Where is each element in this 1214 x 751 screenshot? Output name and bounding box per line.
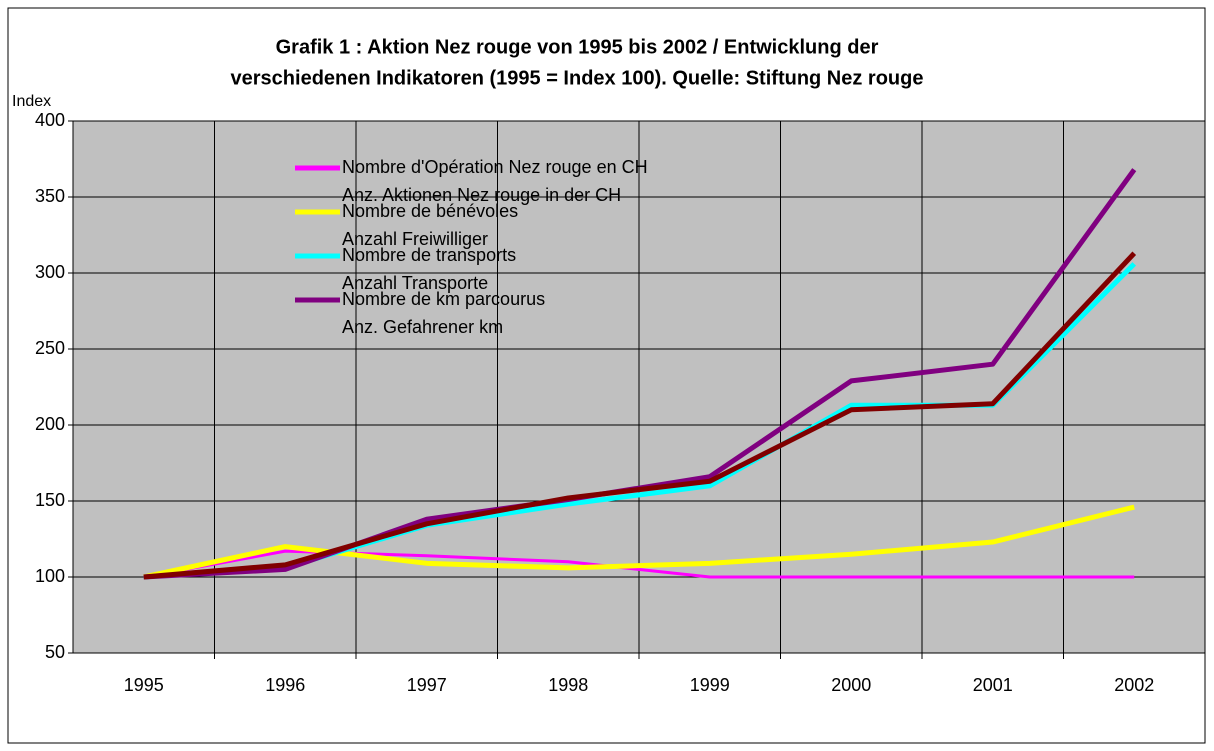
y-tick-label: 50 — [45, 642, 65, 662]
y-tick-label: 250 — [35, 338, 65, 358]
x-tick-label: 1999 — [690, 675, 730, 695]
chart-title: Grafik 1 : Aktion Nez rouge von 1995 bis… — [276, 36, 879, 58]
legend-label: Nombre de transports — [342, 245, 516, 265]
y-tick-label: 150 — [35, 490, 65, 510]
series-line — [143, 549, 1135, 579]
legend-label: Anzahl Transporte — [342, 273, 488, 293]
y-tick-label: 400 — [35, 110, 65, 130]
x-tick-label: 2002 — [1114, 675, 1154, 695]
x-tick-label: 1996 — [265, 675, 305, 695]
x-tick-label: 2001 — [973, 675, 1013, 695]
y-tick-label: 350 — [35, 186, 65, 206]
y-axis-label: Index — [12, 93, 51, 110]
series-line — [143, 504, 1135, 580]
legend-label: Anzahl Freiwilliger — [342, 229, 488, 249]
x-tick-label: 1997 — [407, 675, 447, 695]
x-tick-label: 1995 — [124, 675, 164, 695]
legend-label: Anz. Gefahrener km — [342, 317, 503, 337]
chart-title: verschiedenen Indikatoren (1995 = Index … — [231, 67, 924, 89]
y-tick-label: 300 — [35, 262, 65, 282]
legend-label: Nombre de km parcourus — [342, 289, 545, 309]
legend-label: Nombre d'Opération Nez rouge en CH — [342, 157, 648, 177]
legend-label: Anz. Aktionen Nez rouge in der CH — [342, 185, 621, 205]
legend-label: Nombre de bénévoles — [342, 201, 518, 221]
series-line — [143, 251, 1137, 580]
x-tick-label: 1998 — [548, 675, 588, 695]
y-tick-label: 200 — [35, 414, 65, 434]
x-tick-label: 2000 — [831, 675, 871, 695]
y-tick-label: 100 — [35, 566, 65, 586]
